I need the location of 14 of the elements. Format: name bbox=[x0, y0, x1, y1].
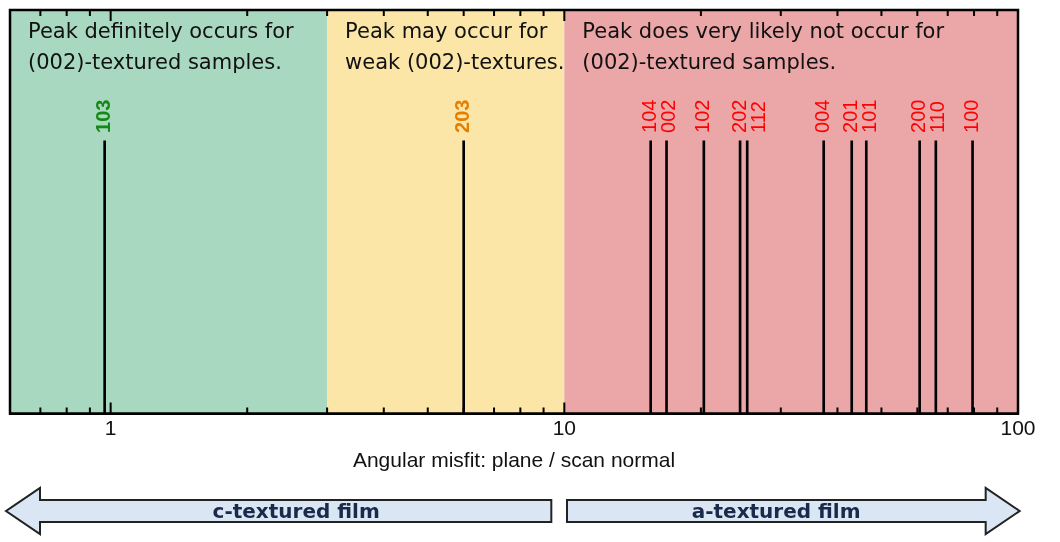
annotation: 203 bbox=[451, 99, 474, 133]
left-arrow: c-textured film bbox=[6, 488, 553, 534]
band-label: Peak does very likely not occur for (002)-textured samples. bbox=[582, 18, 945, 74]
band-label: Peak definitely occurs for (002)-textured samples. bbox=[28, 18, 294, 74]
right-arrow: a-textured film bbox=[566, 488, 1020, 534]
x-tick-label: 100 bbox=[1000, 416, 1036, 439]
annotation: 103 bbox=[92, 99, 115, 133]
x-axis-title: Angular misfit: plane / scan normal bbox=[352, 448, 676, 472]
annotation: 102 bbox=[691, 99, 714, 133]
x-tick-label: 1 bbox=[104, 416, 117, 439]
annotation: 100 bbox=[960, 99, 983, 133]
annotation: 004 bbox=[811, 99, 834, 133]
band-label: Peak may occur for weak (002)-textures. bbox=[345, 18, 565, 74]
x-tick-label: 10 bbox=[552, 416, 576, 439]
